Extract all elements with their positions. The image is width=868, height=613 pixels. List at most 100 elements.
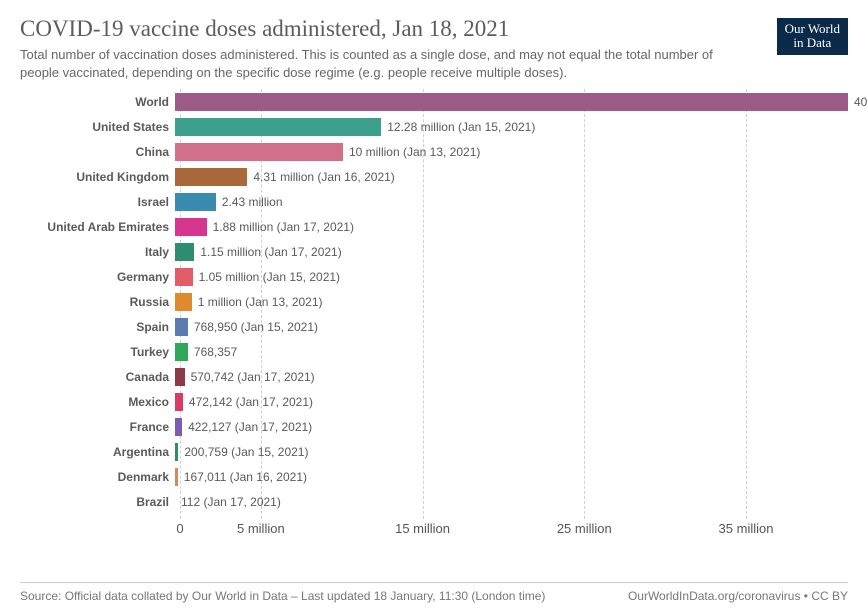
bar-wrap: 40.07 million (Jan 17, 2021): [175, 93, 848, 111]
bar-value-label: 472,142 (Jan 17, 2021): [189, 395, 313, 409]
x-axis-tick: 0: [176, 521, 183, 536]
bar: [175, 218, 207, 236]
bar-row: France 422,127 (Jan 17, 2021): [20, 414, 848, 439]
bar-row: Argentina 200,759 (Jan 15, 2021): [20, 439, 848, 464]
bar-value-label: 768,950 (Jan 15, 2021): [194, 320, 318, 334]
x-axis: 05 million15 million25 million35 million: [180, 521, 828, 541]
bar-wrap: 167,011 (Jan 16, 2021): [175, 468, 848, 486]
x-axis-tick: 15 million: [395, 521, 450, 536]
bar-value-label: 40.07 million (Jan 17, 2021): [854, 95, 868, 109]
bar: [175, 318, 188, 336]
bar-row: Italy 1.15 million (Jan 17, 2021): [20, 239, 848, 264]
bar-value-label: 10 million (Jan 13, 2021): [349, 145, 480, 159]
bar-value-label: 1 million (Jan 13, 2021): [198, 295, 323, 309]
bar-value-label: 1.88 million (Jan 17, 2021): [213, 220, 354, 234]
bar-rows: World40.07 million (Jan 17, 2021)United …: [180, 89, 848, 519]
bar-wrap: 2.43 million: [175, 193, 848, 211]
bar: [175, 93, 848, 111]
bar-wrap: 1.05 million (Jan 15, 2021): [175, 268, 848, 286]
bar-row: China 10 million (Jan 13, 2021): [20, 139, 848, 164]
bar: [175, 143, 343, 161]
bar: [175, 393, 183, 411]
bar: [175, 193, 216, 211]
bar-row: Germany1.05 million (Jan 15, 2021): [20, 264, 848, 289]
bar-row: World40.07 million (Jan 17, 2021): [20, 89, 848, 114]
bar-wrap: 200,759 (Jan 15, 2021): [175, 443, 848, 461]
bar-value-label: 570,742 (Jan 17, 2021): [191, 370, 315, 384]
bar-wrap: 1.88 million (Jan 17, 2021): [175, 218, 848, 236]
logo-line-1: Our World: [785, 22, 840, 36]
row-label: Argentina: [20, 445, 175, 459]
bar-value-label: 12.28 million (Jan 15, 2021): [387, 120, 535, 134]
row-label: Spain: [20, 320, 175, 334]
row-label: Israel: [20, 195, 175, 209]
row-label: United Arab Emirates: [20, 220, 175, 234]
row-label: United States: [20, 120, 175, 134]
row-label: Denmark: [20, 470, 175, 484]
bar-wrap: 10 million (Jan 13, 2021): [175, 143, 848, 161]
bar-row: Brazil 112 (Jan 17, 2021): [20, 489, 848, 514]
chart-title: COVID-19 vaccine doses administered, Jan…: [20, 16, 848, 42]
bar-row: United States 12.28 million (Jan 15, 2021…: [20, 114, 848, 139]
bar-wrap: 570,742 (Jan 17, 2021): [175, 368, 848, 386]
bar-wrap: 1 million (Jan 13, 2021): [175, 293, 848, 311]
bar-wrap: 472,142 (Jan 17, 2021): [175, 393, 848, 411]
bar-value-label: 167,011 (Jan 16, 2021): [184, 470, 307, 484]
bar-row: Mexico 472,142 (Jan 17, 2021): [20, 389, 848, 414]
bar: [175, 168, 247, 186]
chart-subtitle: Total number of vaccination doses admini…: [20, 46, 740, 81]
row-label: Canada: [20, 370, 175, 384]
bar-value-label: 1.15 million (Jan 17, 2021): [200, 245, 341, 259]
bar-wrap: 768,357: [175, 343, 848, 361]
bar: [175, 118, 381, 136]
bar-row: United Kingdom 4.31 million (Jan 16, 2021…: [20, 164, 848, 189]
logo-line-2: in Data: [785, 36, 840, 50]
bar-value-label: 2.43 million: [222, 195, 283, 209]
bar-wrap: 422,127 (Jan 17, 2021): [175, 418, 848, 436]
row-label: United Kingdom: [20, 170, 175, 184]
bar-wrap: 1.15 million (Jan 17, 2021): [175, 243, 848, 261]
bar-row: Canada 570,742 (Jan 17, 2021): [20, 364, 848, 389]
bar-value-label: 4.31 million (Jan 16, 2021): [253, 170, 394, 184]
x-axis-tick: 25 million: [557, 521, 612, 536]
bar-wrap: 12.28 million (Jan 15, 2021): [175, 118, 848, 136]
bar-wrap: 112 (Jan 17, 2021): [175, 493, 848, 511]
bar-value-label: 768,357: [194, 345, 237, 359]
bar-value-label: 112 (Jan 17, 2021): [181, 495, 281, 509]
bar-chart: 0 5 million 15 million 25 million 35 million…: [20, 89, 848, 549]
bar: [175, 468, 178, 486]
row-label: World: [20, 95, 175, 109]
bar: [175, 268, 193, 286]
bar-row: Turkey 768,357: [20, 339, 848, 364]
bar-wrap: 4.31 million (Jan 16, 2021): [175, 168, 848, 186]
bar: [175, 243, 194, 261]
bar: [175, 343, 188, 361]
owid-logo: Our World in Data: [777, 18, 848, 55]
row-label: Italy: [20, 245, 175, 259]
chart-footer: Source: Official data collated by Our Wo…: [20, 582, 848, 603]
row-label: Turkey: [20, 345, 175, 359]
bar-row: Israel 2.43 million: [20, 189, 848, 214]
attribution-text: OurWorldInData.org/coronavirus • CC BY: [628, 589, 848, 603]
bar-row: Denmark 167,011 (Jan 16, 2021): [20, 464, 848, 489]
bar-value-label: 422,127 (Jan 17, 2021): [188, 420, 312, 434]
row-label: France: [20, 420, 175, 434]
bar-row: United Arab Emirates 1.88 million (Jan 17…: [20, 214, 848, 239]
bar: [175, 443, 178, 461]
row-label: Brazil: [20, 495, 175, 509]
bar: [175, 368, 185, 386]
bar-row: Russia 1 million (Jan 13, 2021): [20, 289, 848, 314]
row-label: China: [20, 145, 175, 159]
bar: [175, 293, 192, 311]
bar: [175, 418, 182, 436]
x-axis-tick: 35 million: [719, 521, 774, 536]
chart-header: COVID-19 vaccine doses administered, Jan…: [20, 16, 848, 81]
x-axis-tick: 5 million: [237, 521, 285, 536]
bar-row: Spain 768,950 (Jan 15, 2021): [20, 314, 848, 339]
row-label: Mexico: [20, 395, 175, 409]
row-label: Russia: [20, 295, 175, 309]
row-label: Germany: [20, 270, 175, 284]
bar-wrap: 768,950 (Jan 15, 2021): [175, 318, 848, 336]
source-text: Source: Official data collated by Our Wo…: [20, 589, 545, 603]
bar-value-label: 200,759 (Jan 15, 2021): [184, 445, 308, 459]
